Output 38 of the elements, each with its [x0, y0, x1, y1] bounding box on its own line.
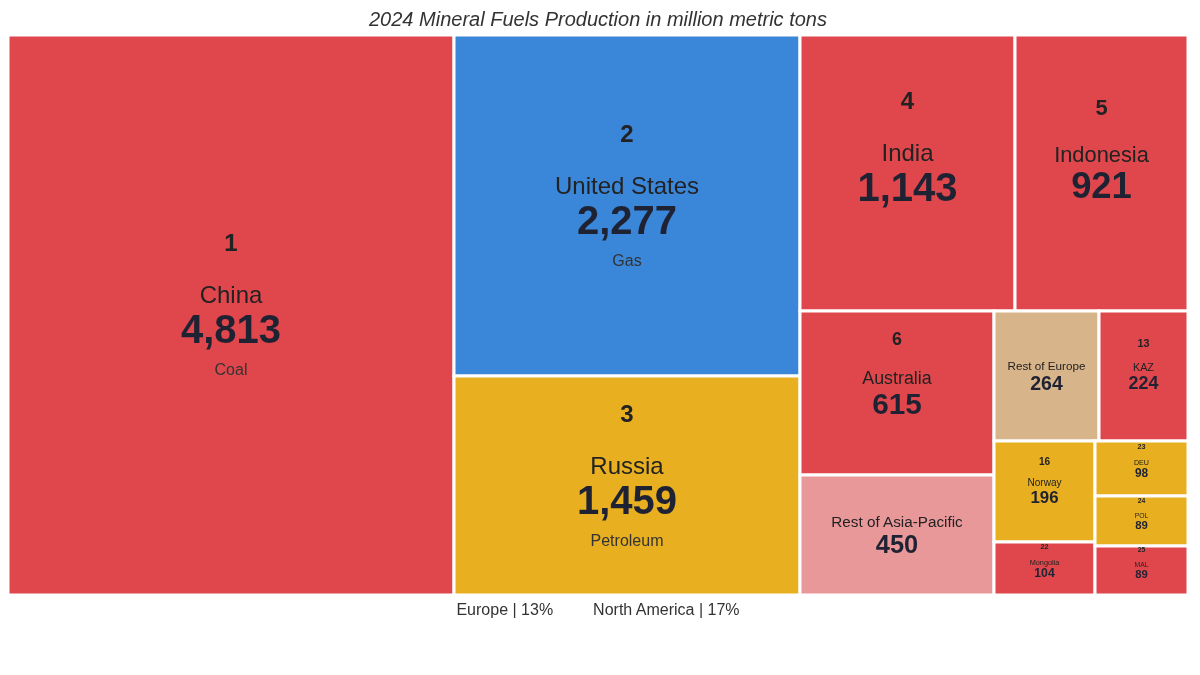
- text: Coal: [214, 361, 248, 378]
- category-label: Rest of Europe: [1007, 359, 1086, 373]
- data-label: 196: [1030, 488, 1059, 508]
- text: 2: [620, 119, 634, 147]
- text: 5: [1095, 94, 1108, 120]
- category-label: Norway: [1027, 477, 1063, 489]
- text: Gas: [612, 251, 642, 269]
- text: 2024 Mineral Fuels Production in million metric tons: [368, 8, 828, 31]
- category-label: Australia: [862, 368, 932, 389]
- category-label: Rest of Asia-Pacific: [831, 513, 964, 531]
- data-label: 1,459: [576, 477, 678, 522]
- text: Europe | 13%: [456, 601, 554, 619]
- category-label: Indonesia: [1054, 142, 1150, 168]
- text: 1: [224, 229, 238, 256]
- category-label: United States: [554, 171, 700, 199]
- data-label: 104: [1034, 566, 1055, 581]
- data-label: 89: [1135, 518, 1148, 531]
- data-label: 450: [875, 529, 919, 558]
- data-label: 224: [1128, 372, 1159, 393]
- data-label: 615: [872, 386, 922, 420]
- category-label: India: [881, 139, 935, 166]
- data-label: 264: [1030, 371, 1063, 394]
- category-label: KAZ: [1133, 360, 1155, 373]
- text: 13: [1137, 337, 1150, 350]
- category-label: Russia: [590, 451, 665, 479]
- text: 3: [620, 399, 634, 427]
- data-label: 98: [1134, 465, 1149, 480]
- data-label: 1,143: [857, 165, 958, 209]
- data-label: 921: [1071, 165, 1132, 207]
- data-label: 2,277: [576, 197, 678, 242]
- text: North America | 17%: [593, 601, 740, 619]
- text: 16: [1038, 455, 1051, 467]
- data-label: 89: [1135, 568, 1148, 581]
- text: Petroleum: [590, 531, 664, 549]
- text: 6: [892, 329, 902, 350]
- data-label: 4,813: [180, 307, 282, 351]
- category-label: China: [199, 281, 263, 308]
- text: 4: [900, 87, 915, 114]
